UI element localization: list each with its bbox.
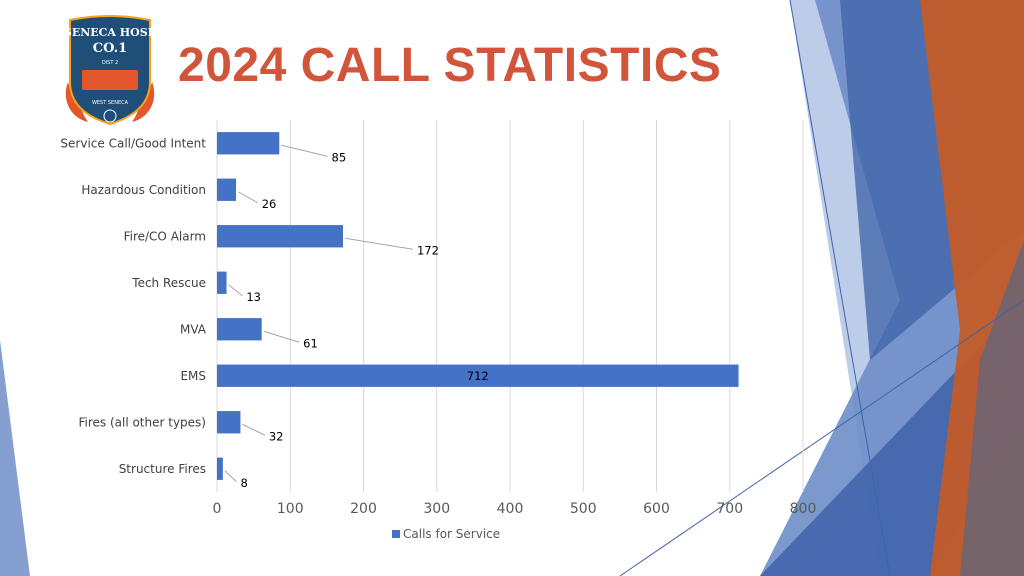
category-label: Service Call/Good Intent	[60, 136, 206, 150]
bar	[217, 411, 241, 434]
category-label: Fire/CO Alarm	[124, 229, 206, 243]
seneca-hose-logo: SENECA HOSE CO.1 DIST 2 WEST SENECA	[64, 15, 156, 126]
x-tick-label: 100	[277, 501, 304, 517]
category-label: Fires (all other types)	[78, 415, 206, 429]
data-label: 85	[332, 150, 347, 164]
leader-line	[237, 191, 258, 204]
data-label: 172	[417, 243, 439, 257]
logo-name-text: SENECA HOSE	[64, 26, 156, 39]
x-tick-label: 600	[643, 501, 670, 517]
leader-line	[228, 284, 243, 297]
category-label: EMS	[180, 369, 206, 383]
chart-gridlines	[216, 120, 804, 492]
x-tick-label: 0	[213, 501, 222, 517]
x-tick-label: 200	[350, 501, 377, 517]
bar	[217, 364, 739, 387]
category-label: MVA	[180, 322, 207, 336]
bar	[217, 225, 343, 248]
thin-diagonal-line	[789, 0, 891, 576]
logo-district-text: DIST 2	[102, 60, 118, 66]
logo-fire-truck	[82, 70, 138, 90]
legend-label: Calls for Service	[403, 527, 500, 541]
chart-bars	[217, 132, 739, 480]
chart-legend: Calls for Service	[392, 527, 500, 541]
left-blue-accent	[0, 340, 30, 576]
legend-swatch	[392, 530, 400, 538]
category-label: Tech Rescue	[131, 276, 206, 290]
bar	[217, 457, 223, 480]
data-label: 8	[240, 476, 247, 490]
leader-line	[263, 330, 300, 343]
bar	[217, 132, 280, 155]
bar	[217, 318, 262, 341]
leader-line	[242, 423, 266, 436]
x-tick-label: 500	[570, 501, 597, 517]
leader-line	[344, 237, 414, 250]
x-tick-label: 300	[423, 501, 450, 517]
slide-title: 2024 CALL STATISTICS	[178, 39, 722, 92]
data-labels: 85 26 172 13 61 712 32 8	[224, 144, 489, 490]
x-axis-tick-labels: 0 100 200 300 400 500 600 700 800	[213, 501, 817, 517]
x-tick-label: 700	[716, 501, 743, 517]
logo-star-of-life-icon	[103, 109, 117, 123]
logo-company-text: CO.1	[93, 41, 127, 56]
data-label: 13	[246, 290, 261, 304]
grey-stripe	[960, 240, 1024, 576]
bar	[217, 178, 237, 201]
x-tick-label: 800	[790, 501, 817, 517]
leader-line	[224, 470, 237, 483]
category-label: Hazardous Condition	[81, 183, 206, 197]
bar	[217, 271, 227, 294]
thin-cross-line	[619, 299, 1024, 576]
category-labels: Service Call/Good Intent Hazardous Condit…	[60, 136, 206, 476]
x-tick-label: 400	[497, 501, 524, 517]
logo-town-text: WEST SENECA	[92, 100, 129, 106]
data-label: 32	[269, 429, 284, 443]
data-label: 26	[262, 197, 277, 211]
leader-line	[281, 144, 328, 157]
category-label: Structure Fires	[119, 462, 206, 476]
data-label: 712	[467, 369, 489, 383]
data-label: 61	[303, 336, 318, 350]
